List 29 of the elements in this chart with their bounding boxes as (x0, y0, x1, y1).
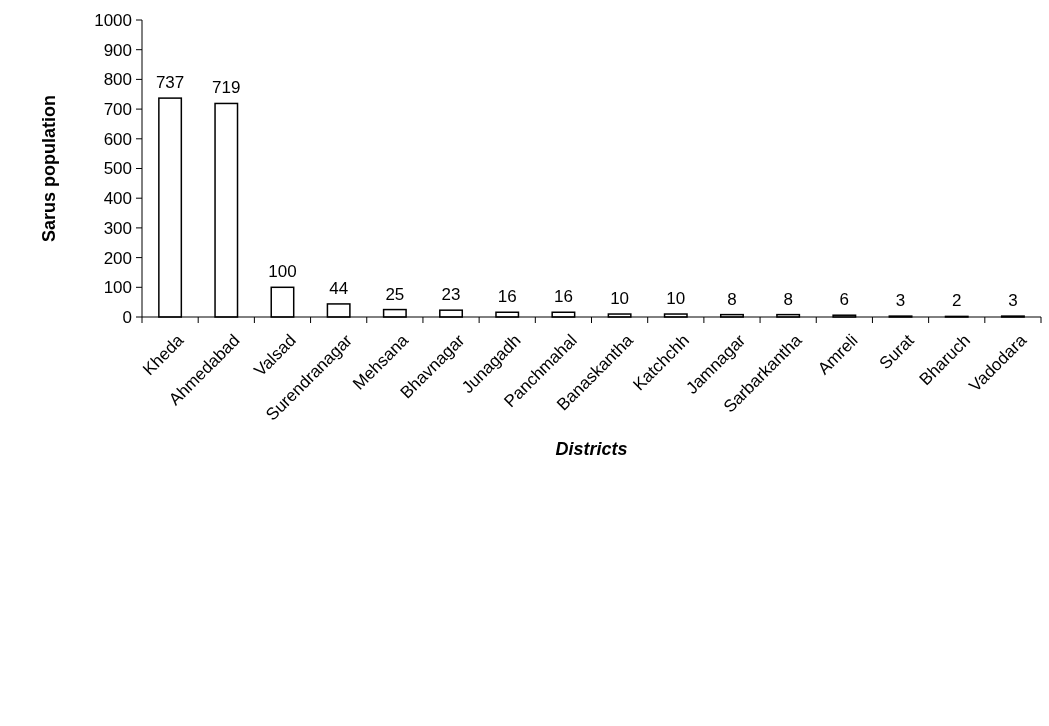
y-tick-label: 400 (103, 189, 132, 209)
data-label: 16 (553, 287, 573, 307)
y-tick-label: 800 (103, 70, 132, 90)
y-tick-label: 300 (103, 218, 132, 238)
y-tick-label: 1000 (94, 10, 132, 30)
data-label: 8 (727, 289, 737, 309)
data-label: 719 (212, 78, 241, 98)
data-label: 100 (268, 262, 297, 282)
data-label: 16 (497, 287, 517, 307)
data-label: 44 (329, 278, 349, 298)
x-axis-title: Districts (555, 439, 628, 459)
y-tick-label: 500 (103, 159, 132, 179)
y-tick-label: 600 (103, 129, 132, 149)
data-label: 8 (783, 289, 793, 309)
data-label: 737 (155, 73, 185, 93)
y-tick-label: 200 (103, 248, 132, 268)
y-axis-title: Sarus population (39, 94, 59, 243)
y-tick-label: 900 (103, 40, 132, 60)
data-label: 25 (385, 284, 405, 304)
data-label: 10 (666, 289, 686, 309)
data-label: 6 (839, 290, 850, 310)
y-tick-label: 100 (103, 278, 132, 298)
y-tick-label: 700 (103, 100, 132, 120)
y-tick-label: 0 (122, 307, 132, 327)
data-label: 3 (895, 291, 906, 311)
data-label: 2 (951, 291, 962, 311)
data-label: 10 (610, 289, 630, 309)
data-label: 3 (1008, 291, 1018, 311)
data-label: 23 (441, 285, 461, 305)
